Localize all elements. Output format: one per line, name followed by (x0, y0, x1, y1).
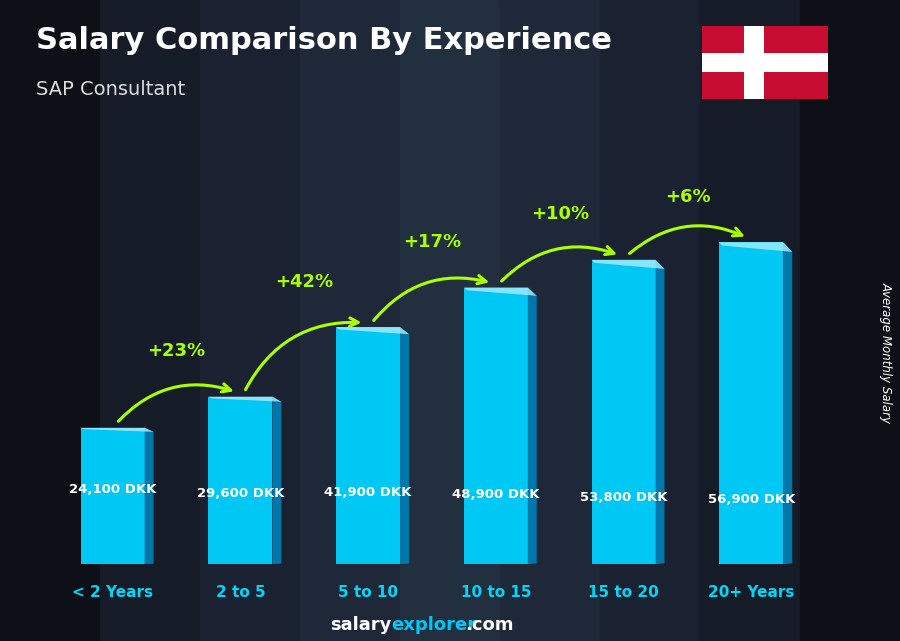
Polygon shape (527, 288, 536, 564)
Polygon shape (591, 260, 664, 269)
Text: SAP Consultant: SAP Consultant (36, 80, 185, 99)
Polygon shape (655, 260, 664, 564)
Text: +6%: +6% (665, 188, 710, 206)
Text: 2 to 5: 2 to 5 (216, 585, 266, 600)
Bar (591, 260, 655, 564)
Polygon shape (337, 327, 409, 334)
Text: 41,900 DKK: 41,900 DKK (324, 487, 412, 499)
Text: .com: .com (465, 616, 514, 634)
Text: +10%: +10% (531, 205, 589, 223)
Bar (700, 0, 800, 641)
Bar (743, 26, 764, 99)
Text: +42%: +42% (275, 272, 333, 290)
Polygon shape (145, 428, 154, 564)
Text: 15 to 20: 15 to 20 (589, 585, 659, 600)
Text: 24,100 DKK: 24,100 DKK (69, 483, 157, 495)
Text: 29,600 DKK: 29,600 DKK (197, 487, 284, 500)
Polygon shape (81, 428, 154, 432)
Polygon shape (400, 327, 409, 564)
Bar (200, 0, 300, 641)
Text: 20+ Years: 20+ Years (708, 585, 795, 600)
Polygon shape (783, 242, 792, 564)
Bar (0, 0, 100, 641)
Bar (702, 53, 828, 72)
Text: Average Monthly Salary: Average Monthly Salary (880, 282, 893, 423)
Text: salary: salary (330, 616, 392, 634)
Bar (209, 397, 273, 564)
Bar (100, 0, 200, 641)
Bar (600, 0, 700, 641)
Text: 5 to 10: 5 to 10 (338, 585, 398, 600)
Bar (719, 242, 783, 564)
Text: 56,900 DKK: 56,900 DKK (707, 493, 795, 506)
Text: < 2 Years: < 2 Years (72, 585, 153, 600)
Bar (81, 428, 145, 564)
Bar (337, 327, 400, 564)
Bar (300, 0, 400, 641)
Text: 48,900 DKK: 48,900 DKK (452, 488, 540, 501)
Text: +23%: +23% (148, 342, 205, 360)
Bar (800, 0, 900, 641)
Polygon shape (464, 288, 536, 296)
Bar (400, 0, 500, 641)
Polygon shape (209, 397, 282, 402)
Text: Salary Comparison By Experience: Salary Comparison By Experience (36, 26, 612, 54)
Text: 10 to 15: 10 to 15 (461, 585, 531, 600)
Text: 53,800 DKK: 53,800 DKK (580, 490, 668, 504)
Polygon shape (719, 242, 792, 252)
Text: explorer: explorer (392, 616, 477, 634)
Polygon shape (273, 397, 282, 564)
Bar (464, 288, 527, 564)
Bar (500, 0, 600, 641)
Text: +17%: +17% (403, 233, 461, 251)
